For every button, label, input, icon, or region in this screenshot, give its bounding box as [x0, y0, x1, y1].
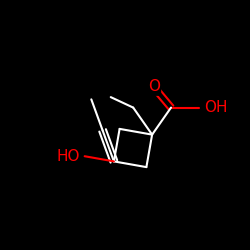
Text: OH: OH: [204, 100, 228, 115]
Text: O: O: [148, 79, 160, 94]
Text: HO: HO: [56, 149, 80, 164]
